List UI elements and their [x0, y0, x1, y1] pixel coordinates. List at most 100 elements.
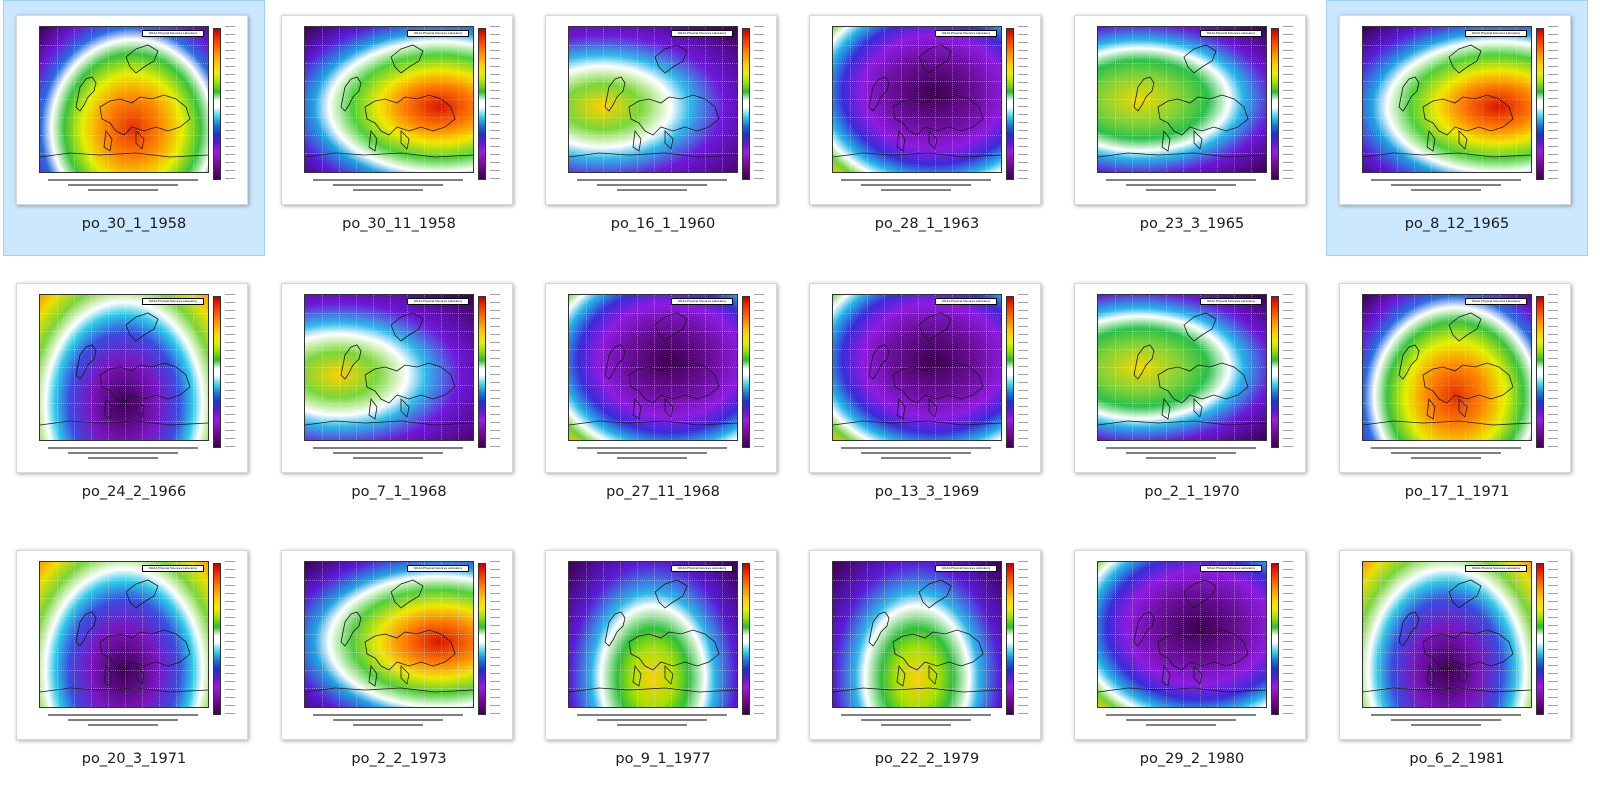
image-thumbnail[interactable]: NOAA Physical Sciences Laboratory [1339, 550, 1571, 740]
latitude-gridline [569, 81, 737, 82]
map-caption [1101, 176, 1261, 198]
colorbar-tick-labels [225, 26, 245, 180]
caption-text-line [1391, 184, 1501, 186]
longitude-gridline [1482, 562, 1483, 707]
longitude-gridline [1115, 562, 1116, 707]
map-caption [308, 711, 468, 733]
file-tile[interactable]: NOAA Physical Sciences Laboratory po_2_2_… [268, 535, 530, 791]
latitude-gridline [569, 331, 737, 332]
image-thumbnail[interactable]: NOAA Physical Sciences Laboratory [545, 15, 777, 205]
latitude-gridline [1363, 385, 1531, 386]
coastline-path [896, 129, 906, 152]
image-thumbnail[interactable]: NOAA Physical Sciences Laboratory [281, 550, 513, 740]
file-tile[interactable]: NOAA Physical Sciences Laboratory po_8_12… [1326, 0, 1588, 256]
coastline-path [892, 629, 984, 671]
caption-text-line [1146, 457, 1216, 459]
file-tile[interactable]: NOAA Physical Sciences Laboratory po_28_1… [796, 0, 1058, 256]
longitude-gridline [586, 562, 587, 707]
image-thumbnail[interactable]: NOAA Physical Sciences Laboratory [809, 550, 1041, 740]
image-thumbnail[interactable]: NOAA Physical Sciences Laboratory [1074, 283, 1306, 473]
caption-text-line [617, 189, 687, 191]
file-tile[interactable]: NOAA Physical Sciences Laboratory po_6_2_… [1326, 535, 1588, 791]
latitude-gridline [1363, 45, 1531, 46]
coastline-path [1193, 665, 1203, 685]
anomaly-map: NOAA Physical Sciences Laboratory [1097, 561, 1267, 708]
file-tile[interactable]: NOAA Physical Sciences Laboratory po_30_1… [3, 0, 265, 256]
latitude-gridline [1363, 634, 1531, 635]
latitude-gridline [40, 81, 208, 82]
longitude-gridline [603, 562, 604, 707]
anomaly-map: NOAA Physical Sciences Laboratory [304, 26, 474, 173]
latitude-gridline [1363, 349, 1531, 350]
caption-text-line [88, 189, 158, 191]
image-thumbnail[interactable]: NOAA Physical Sciences Laboratory [16, 283, 248, 473]
coastline-path [664, 130, 674, 150]
latitude-gridline [833, 45, 1001, 46]
file-tile[interactable]: NOAA Physical Sciences Laboratory po_20_3… [3, 535, 265, 791]
map-credit-box: NOAA Physical Sciences Laboratory [1465, 298, 1527, 305]
longitude-gridline [142, 562, 143, 707]
image-thumbnail[interactable]: NOAA Physical Sciences Laboratory [545, 283, 777, 473]
file-tile[interactable]: NOAA Physical Sciences Laboratory po_22_2… [796, 535, 1058, 791]
image-thumbnail[interactable]: NOAA Physical Sciences Laboratory [1339, 15, 1571, 205]
image-thumbnail[interactable]: NOAA Physical Sciences Laboratory [281, 283, 513, 473]
longitude-gridline [125, 562, 126, 707]
file-tile[interactable]: NOAA Physical Sciences Laboratory po_23_3… [1061, 0, 1323, 256]
coastline-path [1157, 362, 1249, 404]
image-thumbnail[interactable]: NOAA Physical Sciences Laboratory [1339, 283, 1571, 473]
latitude-gridline [833, 313, 1001, 314]
latitude-gridline [40, 385, 208, 386]
file-tile[interactable]: NOAA Physical Sciences Laboratory po_27_1… [532, 268, 794, 524]
file-tile[interactable]: NOAA Physical Sciences Laboratory po_30_1… [268, 0, 530, 256]
image-thumbnail[interactable]: NOAA Physical Sciences Laboratory [809, 283, 1041, 473]
latitude-gridline [305, 135, 473, 136]
latitude-gridline [1098, 385, 1266, 386]
image-thumbnail[interactable]: NOAA Physical Sciences Laboratory [1074, 15, 1306, 205]
coastline-path [305, 152, 473, 158]
longitude-gridline [1166, 562, 1167, 707]
image-thumbnail[interactable]: NOAA Physical Sciences Laboratory [1074, 550, 1306, 740]
file-tile[interactable]: NOAA Physical Sciences Laboratory po_9_1_… [532, 535, 794, 791]
longitude-gridline [108, 295, 109, 440]
caption-text-line [1106, 714, 1256, 716]
file-tile[interactable]: NOAA Physical Sciences Laboratory po_13_3… [796, 268, 1058, 524]
latitude-gridline [40, 634, 208, 635]
colorbar [213, 563, 221, 715]
file-tile[interactable]: NOAA Physical Sciences Laboratory po_17_1… [1326, 268, 1588, 524]
latitude-gridline [833, 349, 1001, 350]
file-tile[interactable]: NOAA Physical Sciences Laboratory po_16_1… [532, 0, 794, 256]
file-name-label: po_30_11_1958 [342, 216, 456, 232]
latitude-gridline [569, 634, 737, 635]
longitude-gridline [193, 27, 194, 172]
image-thumbnail[interactable]: NOAA Physical Sciences Laboratory [281, 15, 513, 205]
caption-text-line [1411, 724, 1481, 726]
image-thumbnail[interactable]: NOAA Physical Sciences Laboratory [16, 550, 248, 740]
caption-text-line [1146, 724, 1216, 726]
caption-text-line [577, 179, 727, 181]
colorbar [742, 28, 750, 180]
image-thumbnail[interactable]: NOAA Physical Sciences Laboratory [545, 550, 777, 740]
coastline-path [1448, 312, 1482, 342]
image-thumbnail[interactable]: NOAA Physical Sciences Laboratory [16, 15, 248, 205]
file-tile[interactable]: NOAA Physical Sciences Laboratory po_24_2… [3, 268, 265, 524]
image-thumbnail[interactable]: NOAA Physical Sciences Laboratory [809, 15, 1041, 205]
file-tile[interactable]: NOAA Physical Sciences Laboratory po_2_1_… [1061, 268, 1323, 524]
coastline-path [340, 76, 362, 112]
coastline-path [1458, 665, 1468, 685]
coastline-path [1133, 76, 1155, 112]
longitude-gridline [1431, 562, 1432, 707]
colorbar-tick-labels [1548, 294, 1568, 448]
longitude-gridline [407, 295, 408, 440]
file-tile[interactable]: NOAA Physical Sciences Laboratory po_7_1_… [268, 268, 530, 524]
caption-text-line [617, 724, 687, 726]
coastline-path [1426, 129, 1436, 152]
latitude-gridline [833, 598, 1001, 599]
coastline-path [75, 76, 97, 112]
longitude-gridline [407, 562, 408, 707]
caption-text-line [577, 447, 727, 449]
colorbar [213, 28, 221, 180]
coastline-path [1398, 611, 1420, 647]
map-credit-box: NOAA Physical Sciences Laboratory [407, 30, 469, 37]
file-tile[interactable]: NOAA Physical Sciences Laboratory po_29_2… [1061, 535, 1323, 791]
latitude-gridline [305, 652, 473, 653]
